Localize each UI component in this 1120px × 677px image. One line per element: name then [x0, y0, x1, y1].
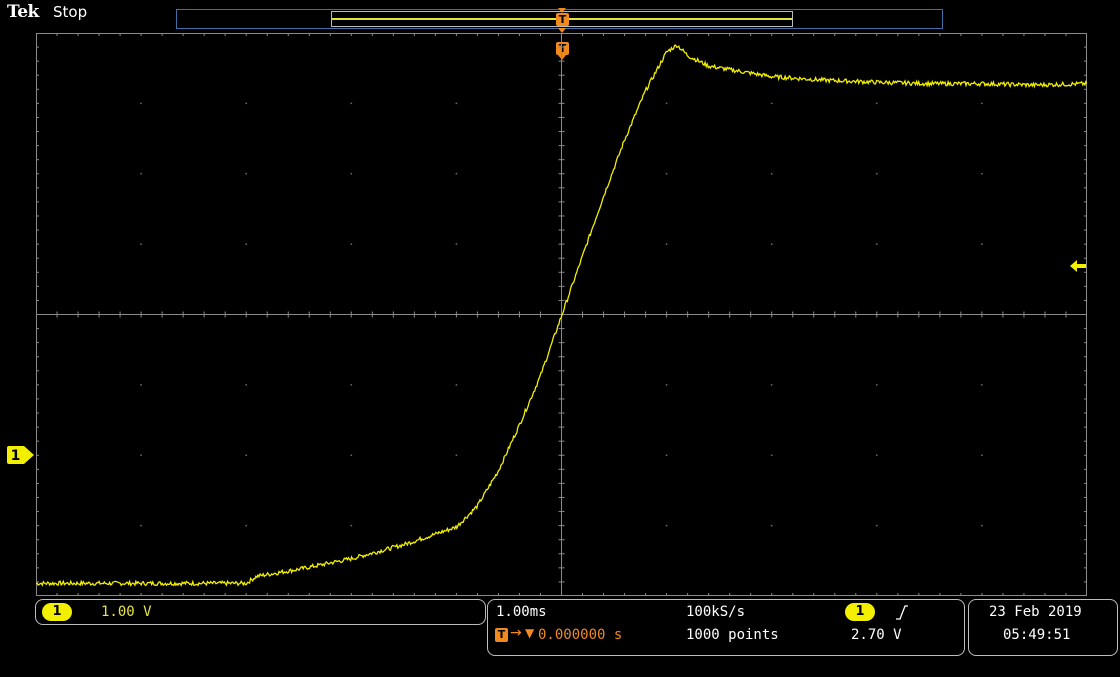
trigger-level-value: 2.70 V	[851, 627, 902, 643]
grid-dot	[140, 243, 142, 246]
grid-dot	[981, 102, 983, 105]
rising-edge-icon	[896, 605, 908, 620]
grid-dot	[875, 383, 878, 386]
trigger-icon: T	[495, 628, 508, 642]
brand-logo: Tek	[7, 2, 39, 22]
sample-rate: 100kS/s	[686, 604, 746, 620]
ch1-waveform	[36, 44, 1087, 587]
grid-dot	[770, 243, 773, 246]
time-per-division: 1.00ms	[496, 604, 547, 620]
grid-dot	[875, 524, 878, 527]
grid-dot	[770, 172, 773, 175]
trigger-position-marker-icon[interactable]: T	[556, 42, 569, 55]
grid-dot	[770, 454, 773, 457]
grid-dot	[245, 383, 248, 386]
grid-dot	[455, 383, 458, 386]
grid-dot	[350, 524, 353, 527]
grid-dot	[981, 243, 983, 246]
grid-dot	[140, 383, 142, 386]
record-trigger-tip-icon	[558, 28, 566, 33]
grid-dot	[455, 172, 458, 175]
grid-dot	[350, 243, 353, 246]
trigger-position-value: 0.000000 s	[538, 627, 623, 643]
grid-dot	[770, 102, 773, 105]
grid-dot	[981, 383, 983, 386]
grid-dot	[665, 524, 668, 527]
trigger-level-arrow-icon[interactable]	[1070, 259, 1086, 273]
grid-dot	[875, 102, 878, 105]
grid-dot	[245, 524, 248, 527]
grid-dot	[665, 383, 668, 386]
ch1-trace-line	[36, 44, 1087, 587]
grid-dot	[665, 243, 668, 246]
grid-dot	[350, 454, 353, 457]
acquisition-status: Stop	[53, 3, 88, 21]
grid-dot	[455, 102, 458, 105]
grid-dot	[350, 102, 353, 105]
record-trigger-pointer-icon	[558, 8, 566, 13]
grid-dot	[350, 172, 353, 175]
ch1-marker-label: 1	[11, 448, 21, 464]
ch1-badge: 1	[42, 603, 72, 621]
grid-dot	[140, 454, 142, 457]
grid-dot	[140, 524, 142, 527]
grid-dot	[875, 454, 878, 457]
grid-dot	[981, 454, 983, 457]
grid-dot	[875, 243, 878, 246]
date-display: 23 Feb 2019	[989, 604, 1082, 620]
grid-dot	[140, 102, 142, 105]
record-trigger-marker-icon: T	[556, 13, 569, 26]
grid-dot	[981, 524, 983, 527]
trigger-source-badge: 1	[845, 603, 875, 621]
arrow-right-icon: →	[510, 625, 522, 641]
horizontal-trigger-panel[interactable]	[487, 599, 965, 656]
triangle-down-icon: ▼	[525, 626, 535, 640]
grid-dot	[665, 454, 668, 457]
vertical-settings-panel[interactable]	[35, 599, 486, 625]
grid-dot	[245, 102, 248, 105]
grid-dot	[770, 383, 773, 386]
grid-dot	[245, 243, 248, 246]
record-length: 1000 points	[686, 627, 779, 643]
grid-dot	[770, 524, 773, 527]
grid-dot	[245, 454, 248, 457]
grid-dot	[455, 243, 458, 246]
oscilloscope-graticule	[36, 33, 1087, 596]
grid-dot	[981, 172, 983, 175]
ch1-volts-per-div: 1.00 V	[101, 604, 152, 620]
grid-dot	[875, 172, 878, 175]
grid-dot	[140, 172, 142, 175]
datetime-panel[interactable]	[968, 599, 1118, 656]
time-display: 05:49:51	[1003, 627, 1071, 643]
grid-dot	[350, 383, 353, 386]
grid-dot	[665, 172, 668, 175]
grid-dot	[455, 454, 458, 457]
grid-dot	[665, 102, 668, 105]
grid-dot	[245, 172, 248, 175]
ch1-ground-marker[interactable]: 1	[7, 446, 34, 464]
